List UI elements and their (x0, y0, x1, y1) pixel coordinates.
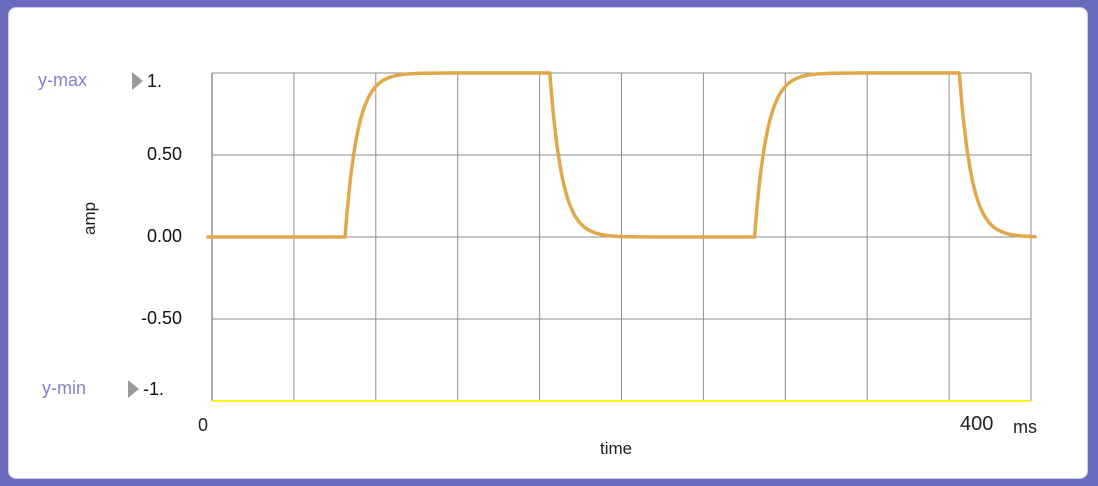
y-max-arrow-icon[interactable] (132, 72, 143, 90)
y-tick-label: 0.00 (146, 226, 182, 246)
y-tick-label: 0.50 (146, 144, 182, 164)
y-min-value[interactable]: -1. (143, 379, 165, 399)
y-max-value[interactable]: 1. (147, 71, 163, 91)
x-tick-label-end: 400 (960, 413, 994, 435)
y-tick-label: -0.50 (140, 308, 182, 328)
series-line (206, 71, 1037, 239)
y-min-label: y-min (42, 378, 86, 398)
y-max-label: y-max (38, 70, 87, 90)
x-unit-label: ms (1013, 417, 1037, 437)
y-min-arrow-icon[interactable] (128, 380, 139, 398)
x-tick-label-start: 0 (198, 415, 209, 435)
x-axis-label: time (600, 439, 633, 458)
